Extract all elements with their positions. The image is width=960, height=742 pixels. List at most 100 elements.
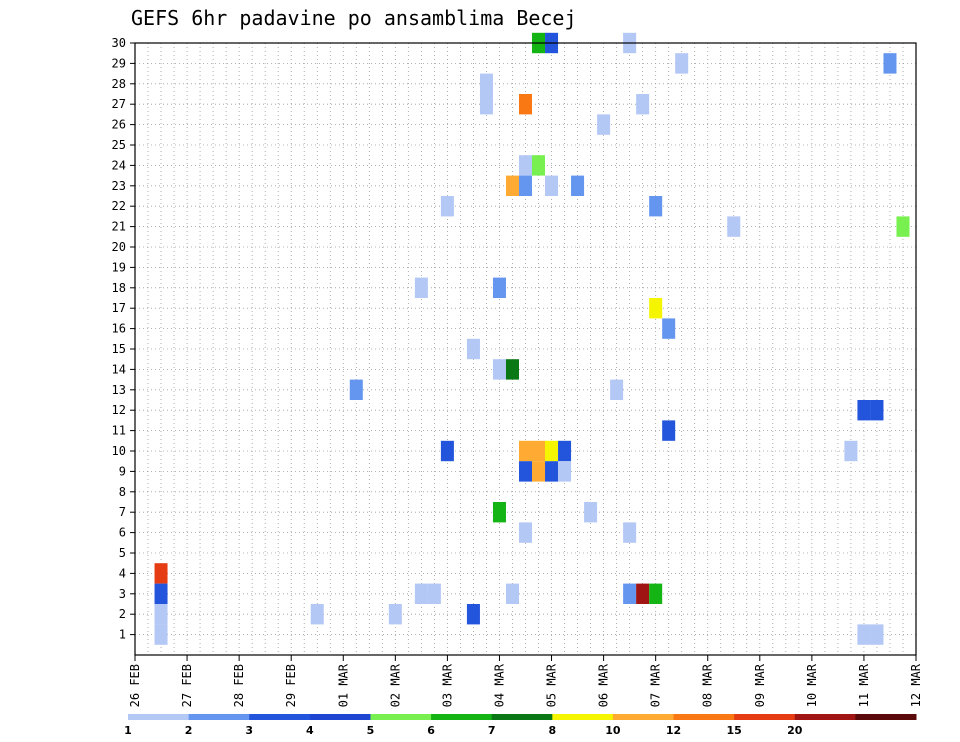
colorbar-segment bbox=[188, 714, 250, 720]
colorbar-label: 8 bbox=[548, 724, 556, 737]
data-cell bbox=[610, 379, 624, 400]
y-tick-label: 1 bbox=[119, 628, 126, 642]
y-tick-label: 12 bbox=[112, 403, 126, 417]
y-tick-label: 23 bbox=[112, 179, 126, 193]
y-tick-label: 14 bbox=[112, 362, 126, 376]
x-tick-label: 07 MAR bbox=[649, 663, 663, 707]
colorbar-segment bbox=[612, 714, 675, 720]
y-tick-label: 2 bbox=[119, 607, 126, 621]
y-tick-label: 10 bbox=[112, 444, 126, 458]
colorbar-label: 4 bbox=[306, 724, 314, 737]
colorbar-label: 10 bbox=[605, 724, 621, 737]
data-cell bbox=[662, 318, 676, 339]
grid-lines bbox=[135, 42, 916, 655]
y-axis: 1234567891011121314151617181920212223242… bbox=[112, 36, 135, 642]
data-cell bbox=[492, 502, 506, 523]
y-tick-label: 27 bbox=[112, 97, 126, 111]
data-cell bbox=[414, 583, 428, 604]
colorbar-segment bbox=[249, 714, 311, 720]
y-tick-label: 20 bbox=[112, 240, 126, 254]
y-tick-label: 9 bbox=[119, 464, 126, 478]
data-cell bbox=[623, 522, 637, 543]
data-cell bbox=[440, 440, 454, 462]
data-cell bbox=[518, 175, 533, 196]
colorbar-segment bbox=[431, 714, 493, 720]
data-cell bbox=[675, 53, 689, 74]
colorbar: 1 2 3 4 5 6 7 8 10 12 15 20 bbox=[124, 714, 917, 737]
data-cell bbox=[636, 94, 650, 115]
data-cell bbox=[545, 175, 559, 196]
x-tick-label: 05 MAR bbox=[545, 663, 559, 707]
x-tick-label: 11 MAR bbox=[857, 663, 871, 707]
colorbar-segment bbox=[128, 714, 190, 720]
data-cell bbox=[597, 114, 611, 135]
data-cell bbox=[440, 196, 454, 217]
colorbar-segment bbox=[309, 714, 371, 720]
colorbar-segment bbox=[491, 714, 553, 720]
data-cell bbox=[154, 604, 168, 625]
data-cell bbox=[857, 624, 871, 645]
colorbar-label: 7 bbox=[488, 724, 496, 737]
data-cell bbox=[414, 277, 428, 298]
y-tick-label: 25 bbox=[112, 138, 126, 152]
y-tick-label: 16 bbox=[112, 322, 126, 336]
x-axis: 26 FEB 27 FEB 28 FEB 29 FEB 01 MAR 02 MAR 03 M… bbox=[128, 655, 923, 707]
y-tick-label: 13 bbox=[112, 383, 126, 397]
data-cell bbox=[649, 583, 663, 604]
data-cell bbox=[427, 583, 441, 604]
data-cell bbox=[518, 522, 533, 543]
x-tick-label: 02 MAR bbox=[388, 663, 402, 707]
data-cell bbox=[518, 440, 533, 462]
x-tick-label: 28 FEB bbox=[232, 664, 246, 707]
data-cell bbox=[857, 400, 871, 421]
colorbar-segment bbox=[794, 714, 856, 720]
data-cell bbox=[505, 583, 519, 604]
x-tick-label: 09 MAR bbox=[753, 663, 767, 707]
data-cell bbox=[505, 175, 519, 196]
colorbar-segment bbox=[734, 714, 796, 720]
data-cell bbox=[518, 155, 533, 176]
colorbar-segment bbox=[370, 714, 432, 720]
y-tick-label: 11 bbox=[112, 424, 126, 438]
y-tick-label: 7 bbox=[119, 505, 126, 519]
data-cell bbox=[532, 155, 546, 176]
x-tick-label: 12 MAR bbox=[909, 663, 923, 707]
data-cell bbox=[571, 175, 585, 196]
colorbar-label: 2 bbox=[185, 724, 193, 737]
y-tick-label: 4 bbox=[119, 566, 126, 580]
data-cell bbox=[883, 53, 897, 74]
data-cell bbox=[584, 502, 598, 523]
colorbar-label: 5 bbox=[367, 724, 375, 737]
data-cell bbox=[479, 73, 493, 94]
data-cell bbox=[466, 604, 480, 625]
x-tick-label: 08 MAR bbox=[701, 663, 715, 707]
y-tick-label: 5 bbox=[119, 546, 126, 560]
data-cell bbox=[896, 216, 910, 237]
data-cell bbox=[662, 420, 676, 441]
colorbar-segment bbox=[855, 714, 917, 720]
x-tick-label: 03 MAR bbox=[440, 663, 454, 707]
y-tick-label: 22 bbox=[112, 199, 126, 213]
x-tick-label: 27 FEB bbox=[180, 664, 194, 707]
data-cell bbox=[518, 461, 533, 482]
x-tick-label: 04 MAR bbox=[492, 663, 506, 707]
data-cell bbox=[636, 583, 650, 604]
data-cell bbox=[154, 563, 168, 584]
colorbar-label: 1 bbox=[124, 724, 132, 737]
data-cell bbox=[727, 216, 741, 237]
data-cell bbox=[870, 624, 884, 645]
y-tick-label: 17 bbox=[112, 301, 126, 315]
data-cell bbox=[532, 461, 546, 482]
y-tick-label: 26 bbox=[112, 118, 126, 132]
colorbar-segment bbox=[673, 714, 735, 720]
y-tick-label: 19 bbox=[112, 260, 126, 274]
y-tick-label: 21 bbox=[112, 220, 126, 234]
data-cell bbox=[623, 583, 637, 604]
x-tick-label: 26 FEB bbox=[128, 664, 142, 707]
data-cell bbox=[388, 604, 402, 625]
y-tick-label: 29 bbox=[112, 56, 126, 70]
data-cells bbox=[154, 32, 910, 645]
colorbar-segment bbox=[552, 714, 614, 720]
data-cell bbox=[505, 359, 519, 380]
